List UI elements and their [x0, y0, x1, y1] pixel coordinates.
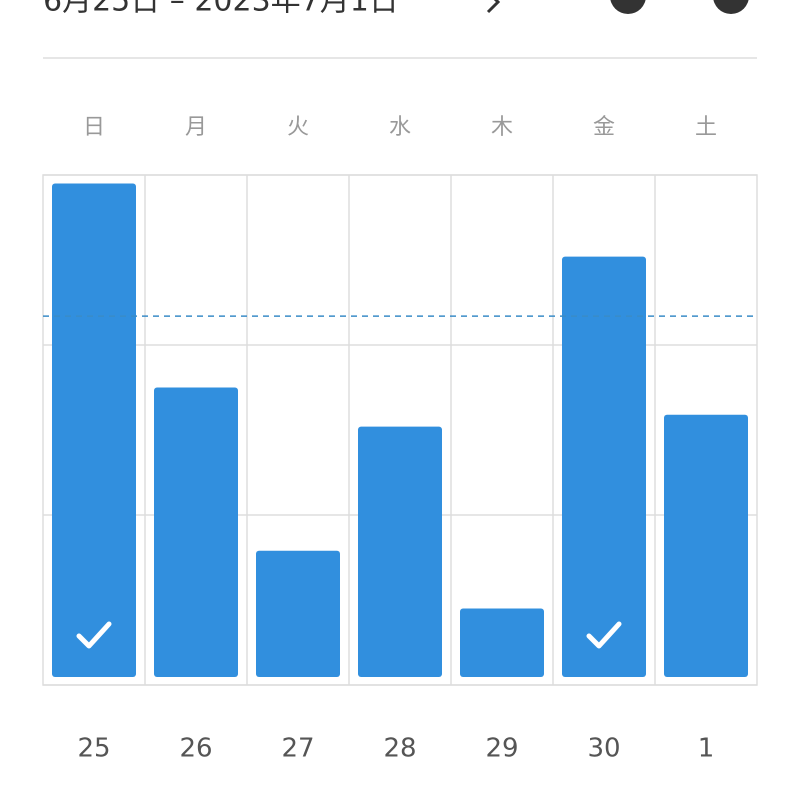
bar	[460, 608, 544, 677]
bar	[154, 387, 238, 677]
goal-check	[586, 621, 622, 649]
bar	[256, 550, 340, 677]
day-label: 27	[281, 734, 314, 764]
bar	[52, 183, 136, 677]
bar	[562, 256, 646, 677]
weekday-label: 日	[83, 115, 105, 140]
day-label: 26	[179, 734, 212, 764]
weekday-label: 月	[185, 115, 207, 140]
weekday-label: 水	[389, 115, 411, 140]
goal-check	[76, 621, 112, 649]
day-label: 25	[77, 734, 110, 764]
weekday-label: 火	[287, 115, 309, 140]
day-label: 29	[485, 734, 518, 764]
range-chevron[interactable]	[486, 0, 501, 14]
weekday-label: 土	[695, 115, 717, 140]
weekday-label: 金	[593, 115, 615, 140]
date-range: 6月25日 – 2023年7月1日	[43, 0, 399, 19]
day-label: 1	[698, 734, 715, 764]
day-label: 28	[383, 734, 416, 764]
bar	[664, 414, 748, 677]
next-button[interactable]	[713, 0, 749, 14]
day-label: 30	[587, 734, 620, 764]
previous-button[interactable]	[610, 0, 646, 14]
bar	[358, 426, 442, 677]
weekday-label: 木	[491, 115, 513, 140]
